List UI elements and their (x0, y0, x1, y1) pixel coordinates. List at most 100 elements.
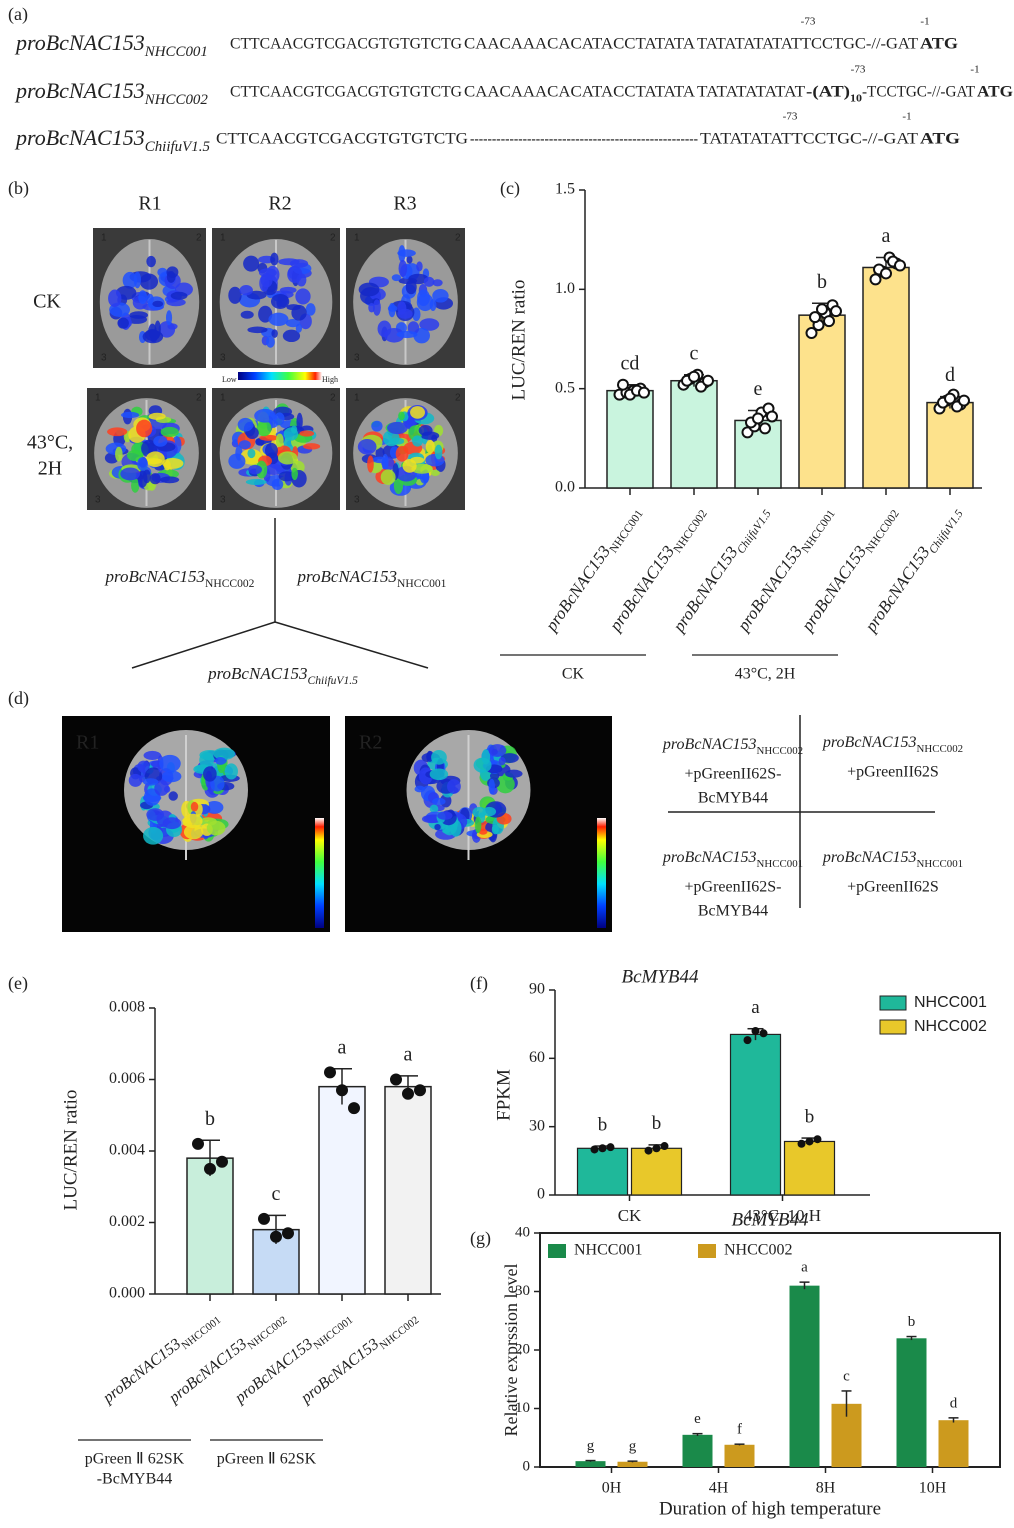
luminescence-spot (412, 435, 423, 447)
panel-d-diagram (668, 715, 935, 908)
y-axis-label: LUC/REN ratio (60, 1090, 81, 1211)
error-bar (906, 1335, 917, 1341)
luminescence-spot (291, 467, 298, 481)
sequence-segment: TATATATATATTCCTGC-//-GAT (697, 36, 918, 53)
row-label: CK (33, 291, 61, 313)
gene-name: proBcNAC153 (541, 542, 614, 635)
column-label: R3 (393, 193, 416, 215)
luminescence-spot (256, 420, 272, 437)
luminescence-spot (372, 299, 381, 316)
luminescence-spot (154, 780, 169, 796)
bar (617, 1461, 648, 1467)
construct-subscript: NHCC001 (144, 44, 208, 60)
construct-subscript: NHCC002 (377, 1314, 421, 1352)
bar (724, 1444, 755, 1467)
data-point (204, 1162, 216, 1175)
corner-label: 2 (330, 393, 336, 404)
luminescence-spot (279, 286, 297, 294)
luminescence-spot (296, 412, 303, 431)
significance-letter: g (587, 1438, 595, 1454)
luminescence-spot (162, 817, 182, 830)
cell-line: +pGreenII62S (847, 764, 939, 781)
gene-name: proBcNAC153 (797, 542, 870, 635)
group-label: pGreen Ⅱ 62SK (217, 1451, 317, 1468)
luminescence-spot (268, 312, 289, 326)
x-tick-label: 0H (602, 1480, 622, 1497)
luminescence-spot (158, 321, 176, 338)
luminescence-spot (398, 259, 408, 277)
data-point (660, 1142, 669, 1151)
construct-subscript: NHCC002 (917, 743, 964, 755)
significance-letter: c (843, 1368, 850, 1384)
x-tick-label: 4H (709, 1480, 729, 1497)
gene-name: proBcNAC153 (605, 542, 678, 635)
error-bar (948, 1417, 959, 1423)
luminescence-spot (396, 330, 418, 339)
data-point (797, 1139, 806, 1148)
group-label: CK (562, 666, 585, 683)
leaf-image: 1 2 3 (346, 388, 465, 510)
error-bar (799, 1281, 810, 1290)
y-tick-label: 0.006 (109, 1070, 145, 1087)
construct-label: proBcNAC153NHCC002 (105, 567, 255, 590)
luminescence-spot (357, 438, 377, 455)
luminescence-spot (137, 457, 148, 471)
error-bar (585, 1459, 596, 1462)
luminescence-spot (402, 458, 417, 473)
luminescence-spot (142, 330, 164, 344)
construct-subscript: NHCC001 (799, 507, 838, 555)
plot-frame (539, 1232, 1001, 1468)
luminescence-spot (190, 801, 199, 812)
luminescence-spot (115, 446, 123, 462)
construct-label: proBcNAC153ChiifuV1.5 (14, 125, 210, 155)
luminescence-spot (285, 319, 301, 328)
corner-label: 3 (220, 353, 226, 364)
data-point (823, 315, 835, 328)
luminescence-spot (425, 439, 435, 454)
luminescence-spot (254, 408, 276, 423)
construct-label: proBcNAC153NHCC002 (297, 1307, 421, 1410)
sequence-segment: CAACAAACACATACCTATATA (464, 84, 695, 101)
data-point (414, 1084, 426, 1097)
data-point (751, 1027, 760, 1035)
luminescence-spot (384, 327, 405, 343)
luminescence-spot (367, 455, 374, 473)
luminescence-spot (142, 778, 159, 786)
luminescence-spot (152, 300, 164, 308)
panel-label: (c) (500, 178, 520, 199)
luminescence-spot (237, 417, 254, 432)
luminescence-spot (238, 440, 251, 450)
luminescence-spot (418, 425, 433, 436)
significance-letter: e (694, 1411, 701, 1427)
gene-name: proBcNAC153 (14, 78, 145, 103)
data-point (809, 311, 821, 324)
luminescence-spot (371, 420, 383, 432)
bar (789, 1285, 820, 1467)
bar (318, 1085, 366, 1295)
legend-swatch (698, 1244, 716, 1258)
leaf-image: R1 (62, 716, 330, 932)
gene-name: proBcNAC153 (297, 567, 397, 586)
data-point (606, 1143, 615, 1152)
significance-letter: b (598, 1114, 608, 1135)
y-tick-label: 20 (515, 1341, 530, 1357)
luminescence-spot (213, 747, 236, 760)
luminescence-spot (215, 756, 226, 765)
y-tick-label: 90 (529, 981, 545, 998)
leaf-image: 1 2 3 (93, 228, 206, 368)
corner-label: 1 (354, 393, 360, 404)
luminescence-spot (121, 411, 140, 419)
luminescence-spot (397, 249, 416, 257)
luminescence-spot (143, 826, 164, 845)
sequence-segment: TATATATATTCCTGC-//-GAT (700, 131, 918, 148)
y-tick-label: 0 (523, 1458, 531, 1474)
data-point (324, 1066, 336, 1079)
bar (670, 379, 718, 489)
y-tick-label: 60 (529, 1049, 545, 1066)
construct-label: proBcNAC153NHCC002 (14, 78, 208, 108)
column-label: R2 (268, 193, 291, 215)
construct-label: proBcNAC153NHCC001 (99, 1307, 223, 1410)
leaf-image: 1 2 3 (346, 228, 465, 368)
gene-name: proBcNAC153 (822, 849, 917, 866)
significance-letter: cd (621, 352, 640, 374)
